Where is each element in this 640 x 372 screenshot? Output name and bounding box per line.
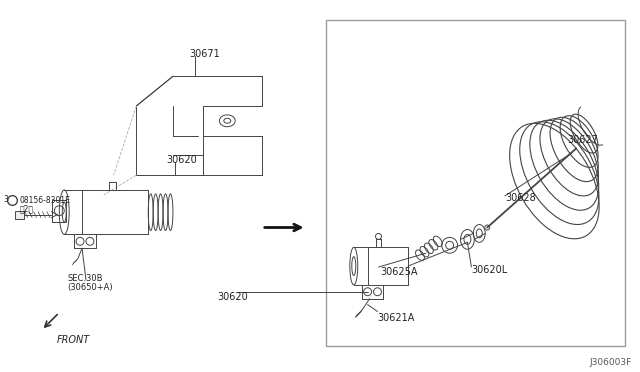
Text: (30650+A): (30650+A) — [67, 283, 113, 292]
Bar — [52, 200, 66, 222]
Text: 30620: 30620 — [218, 292, 248, 302]
Text: 2: 2 — [20, 205, 34, 214]
Text: 08156-8301E: 08156-8301E — [20, 196, 70, 205]
Text: 30625A: 30625A — [380, 267, 418, 277]
Text: FRONT: FRONT — [56, 335, 90, 345]
Text: 30671: 30671 — [189, 49, 221, 59]
Text: 30628: 30628 — [505, 193, 536, 203]
Text: 30620L: 30620L — [472, 265, 508, 275]
Text: SEC.30B: SEC.30B — [67, 274, 102, 283]
Text: 3: 3 — [3, 195, 8, 204]
Bar — [326, 20, 625, 346]
Text: 30627: 30627 — [567, 135, 598, 145]
Text: J306003F: J306003F — [590, 358, 632, 367]
Text: 30621A: 30621A — [378, 314, 415, 324]
Text: 30620: 30620 — [166, 155, 196, 166]
Bar — [15, 211, 24, 219]
